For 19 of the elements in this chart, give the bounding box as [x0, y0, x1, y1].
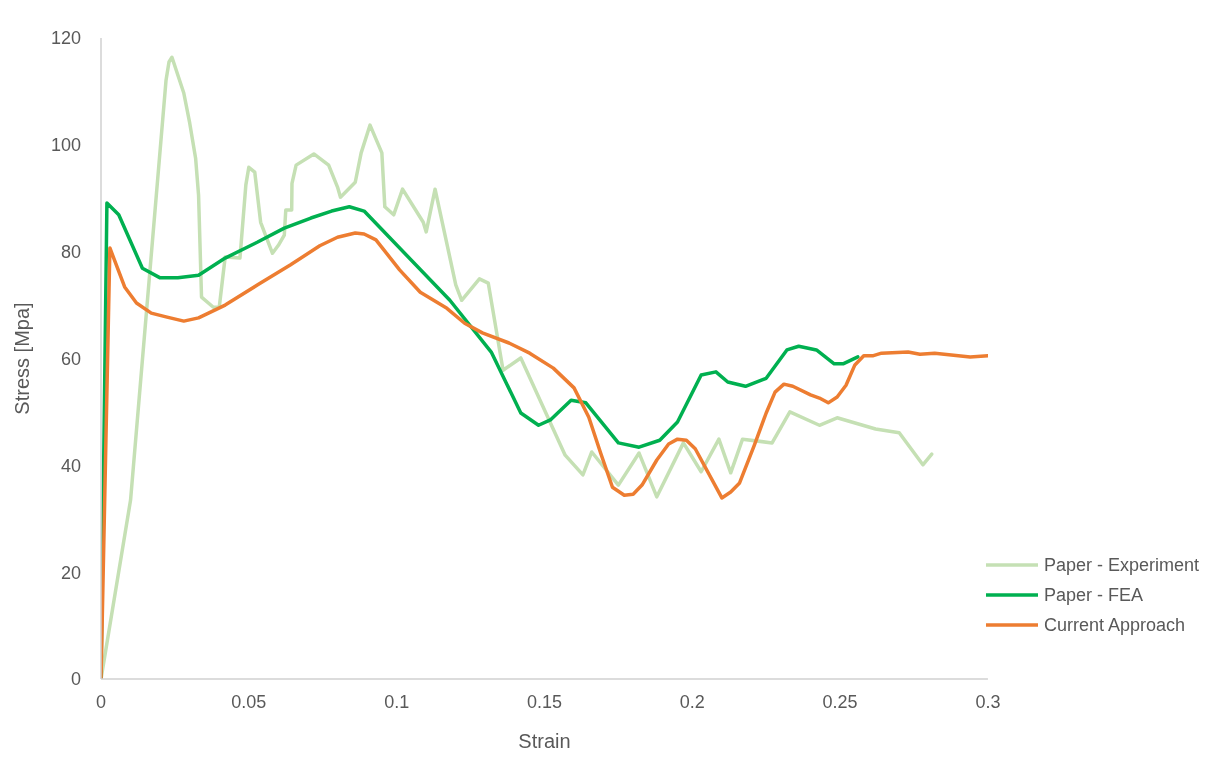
legend-label: Paper - FEA: [1043, 584, 1143, 607]
y-tick-label: 20: [60, 562, 81, 583]
y-tick-label: 40: [60, 455, 81, 476]
x-tick-label: 0.1: [384, 691, 410, 712]
x-tick-label: 0.15: [526, 691, 562, 712]
y-tick-label: 80: [60, 242, 81, 263]
x-tick-label: 0.25: [822, 691, 858, 712]
y-tick-label: 0: [70, 669, 81, 690]
x-tick-label: 0.3: [975, 691, 1001, 712]
y-tick-label: 100: [50, 135, 81, 156]
x-tick-label: 0.05: [231, 691, 267, 712]
x-tick-label: 0: [95, 691, 107, 712]
y-tick-label: 60: [60, 348, 81, 369]
x-tick-label: 0.2: [679, 691, 705, 712]
y-tick-label: 120: [50, 28, 81, 49]
legend-label: Current Approach: [1043, 614, 1186, 637]
x-axis-title: Strain: [518, 730, 571, 752]
y-axis-title: Stress [Mpa]: [11, 302, 34, 415]
legend-label: Paper - Experiment: [1043, 554, 1199, 577]
